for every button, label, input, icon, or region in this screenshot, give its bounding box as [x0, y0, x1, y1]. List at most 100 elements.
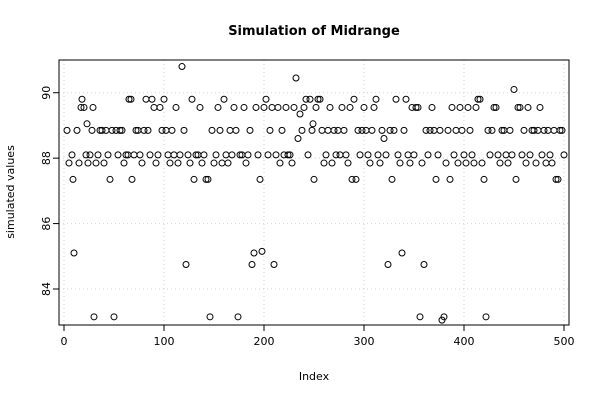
data-point: [510, 85, 518, 93]
data-point: [326, 103, 334, 111]
data-point: [196, 103, 204, 111]
y-tick-label: 88: [40, 151, 53, 165]
data-point: [73, 126, 81, 134]
data-point: [428, 103, 436, 111]
data-point: [182, 260, 190, 268]
data-point: [388, 175, 396, 183]
data-point: [104, 151, 112, 159]
data-point: [234, 313, 242, 321]
data-point: [390, 126, 398, 134]
data-point: [242, 159, 250, 167]
data-point: [192, 151, 200, 159]
data-point: [368, 126, 376, 134]
data-point: [386, 126, 394, 134]
data-point: [380, 135, 388, 143]
data-point: [70, 249, 78, 257]
data-point: [492, 103, 500, 111]
data-point: [346, 103, 354, 111]
data-point: [404, 151, 412, 159]
data-point: [322, 151, 330, 159]
data-point: [84, 159, 92, 167]
data-point: [292, 74, 300, 82]
data-point: [336, 151, 344, 159]
data-point: [264, 151, 272, 159]
data-point: [298, 126, 306, 134]
data-point: [164, 151, 172, 159]
data-point: [522, 159, 530, 167]
data-point: [552, 175, 560, 183]
data-point: [372, 95, 380, 103]
data-point: [270, 260, 278, 268]
data-point: [422, 126, 430, 134]
data-point: [316, 95, 324, 103]
data-point: [248, 260, 256, 268]
data-point: [540, 126, 548, 134]
data-point: [204, 175, 212, 183]
data-point: [282, 103, 290, 111]
data-point: [125, 95, 133, 103]
data-point: [550, 126, 558, 134]
data-point: [290, 103, 298, 111]
data-point: [128, 175, 136, 183]
data-point: [504, 159, 512, 167]
data-point: [65, 159, 73, 167]
data-point: [230, 103, 238, 111]
data-point: [232, 126, 240, 134]
data-point: [442, 159, 450, 167]
data-point: [304, 151, 312, 159]
data-point: [114, 151, 122, 159]
data-point: [100, 159, 108, 167]
data-point: [166, 159, 174, 167]
data-point: [362, 126, 370, 134]
data-point: [254, 151, 262, 159]
data-point: [83, 120, 91, 128]
data-point: [208, 126, 216, 134]
data-point: [446, 175, 454, 183]
data-point: [348, 175, 356, 183]
data-point: [308, 126, 316, 134]
data-point: [302, 95, 310, 103]
data-point: [108, 126, 116, 134]
data-point: [334, 126, 342, 134]
data-point: [138, 159, 146, 167]
data-point: [378, 126, 386, 134]
data-point: [170, 151, 178, 159]
data-point: [310, 175, 318, 183]
grid-layer: [59, 60, 569, 325]
data-point: [130, 151, 138, 159]
data-point: [468, 151, 476, 159]
data-point: [284, 151, 292, 159]
data-point: [352, 175, 360, 183]
data-point: [172, 103, 180, 111]
data-point: [178, 63, 186, 71]
data-point: [548, 159, 556, 167]
data-point: [398, 249, 406, 257]
data-point: [496, 159, 504, 167]
data-point: [524, 103, 532, 111]
data-point: [152, 159, 160, 167]
y-axis: 84 86 88 90: [40, 86, 59, 296]
data-point: [240, 103, 248, 111]
data-point: [412, 103, 420, 111]
data-point: [190, 175, 198, 183]
data-point: [63, 126, 71, 134]
data-point: [244, 151, 252, 159]
data-point: [116, 126, 124, 134]
data-point: [376, 159, 384, 167]
data-point: [484, 126, 492, 134]
data-point: [396, 159, 404, 167]
data-point: [364, 151, 372, 159]
data-point: [394, 151, 402, 159]
data-point: [150, 103, 158, 111]
data-point: [432, 175, 440, 183]
data-point: [536, 103, 544, 111]
data-point: [340, 126, 348, 134]
data-point: [354, 126, 362, 134]
data-point: [174, 159, 182, 167]
data-point: [120, 159, 128, 167]
y-tick-label: 84: [40, 282, 53, 296]
data-point: [210, 159, 218, 167]
data-point: [140, 126, 148, 134]
data-point: [472, 103, 480, 111]
